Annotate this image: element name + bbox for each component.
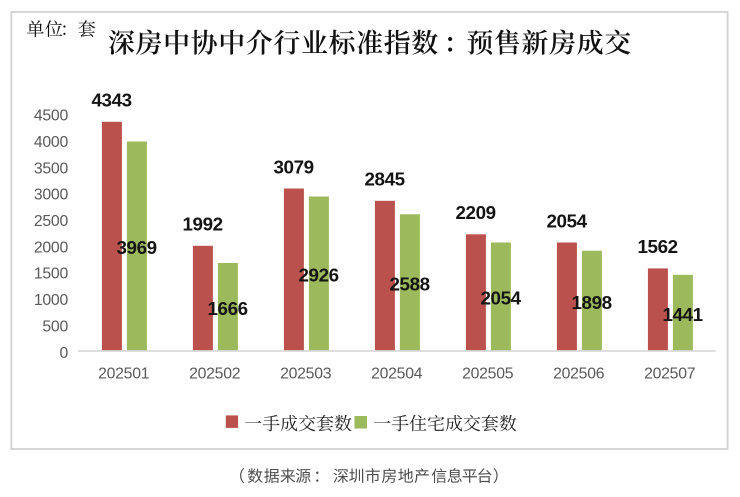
svg-text:2588: 2588 — [390, 274, 430, 295]
svg-text:2000: 2000 — [34, 239, 69, 256]
svg-text:2926: 2926 — [299, 265, 339, 286]
svg-text:4500: 4500 — [34, 108, 69, 125]
svg-text:202501: 202501 — [98, 365, 150, 382]
svg-text:3969: 3969 — [117, 237, 157, 258]
svg-text:1000: 1000 — [34, 292, 69, 309]
svg-text:202502: 202502 — [189, 365, 240, 382]
svg-text:2845: 2845 — [365, 169, 405, 190]
svg-text:202504: 202504 — [371, 365, 423, 382]
svg-text:3000: 3000 — [34, 187, 69, 204]
svg-text:4000: 4000 — [34, 134, 69, 151]
svg-text:1666: 1666 — [208, 298, 248, 319]
svg-text:2054: 2054 — [547, 210, 588, 231]
svg-text:0: 0 — [59, 345, 68, 362]
svg-text:1898: 1898 — [572, 292, 612, 313]
svg-text:2500: 2500 — [34, 213, 69, 230]
svg-text:2209: 2209 — [456, 202, 496, 223]
svg-text:202507: 202507 — [644, 365, 695, 382]
svg-text:2054: 2054 — [481, 288, 522, 309]
svg-text:1441: 1441 — [663, 304, 703, 325]
svg-text:1992: 1992 — [183, 214, 223, 235]
svg-text:500: 500 — [42, 318, 68, 335]
svg-text:4343: 4343 — [92, 90, 132, 111]
svg-text:202503: 202503 — [280, 365, 332, 382]
svg-text:202506: 202506 — [553, 365, 605, 382]
svg-text:3079: 3079 — [274, 156, 314, 177]
svg-text:202505: 202505 — [462, 365, 514, 382]
svg-text:3500: 3500 — [34, 160, 69, 177]
svg-text:1562: 1562 — [638, 236, 678, 257]
svg-text:1500: 1500 — [34, 266, 69, 283]
